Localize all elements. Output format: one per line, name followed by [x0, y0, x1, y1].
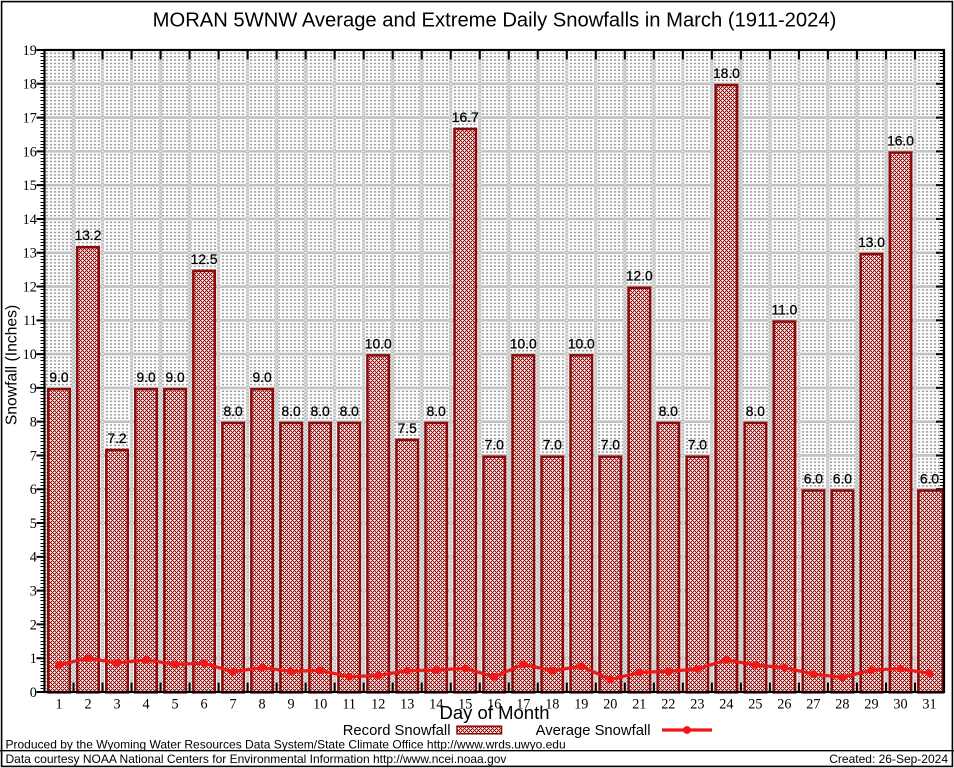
svg-text:19: 19: [23, 43, 37, 59]
svg-text:13.0: 13.0: [858, 235, 885, 250]
svg-text:14: 14: [23, 212, 37, 228]
svg-text:6: 6: [30, 482, 37, 498]
svg-text:26: 26: [777, 697, 791, 713]
svg-text:10.0: 10.0: [510, 336, 537, 351]
svg-text:8: 8: [30, 415, 37, 431]
svg-text:Day of Month: Day of Month: [439, 702, 549, 723]
svg-text:7.0: 7.0: [601, 438, 621, 453]
svg-text:Produced by the Wyoming Water: Produced by the Wyoming Water Resources …: [6, 737, 566, 751]
svg-text:13: 13: [400, 697, 414, 713]
svg-text:18.0: 18.0: [713, 66, 740, 81]
svg-text:16.0: 16.0: [887, 134, 914, 149]
svg-text:7: 7: [30, 448, 37, 464]
svg-text:20: 20: [603, 697, 617, 713]
svg-text:9.0: 9.0: [253, 370, 273, 385]
svg-text:6: 6: [201, 697, 208, 713]
svg-text:Average Snowfall: Average Snowfall: [536, 723, 651, 739]
svg-text:12.5: 12.5: [191, 252, 218, 267]
svg-text:7.0: 7.0: [485, 438, 505, 453]
svg-text:14: 14: [429, 697, 443, 713]
svg-text:2: 2: [30, 617, 37, 633]
svg-text:9: 9: [288, 697, 295, 713]
svg-text:8.0: 8.0: [282, 404, 302, 419]
svg-text:12.0: 12.0: [626, 269, 653, 284]
svg-text:16: 16: [487, 697, 501, 713]
svg-text:1: 1: [30, 651, 37, 667]
svg-text:0: 0: [30, 685, 37, 701]
svg-text:16: 16: [23, 144, 37, 160]
svg-text:11: 11: [342, 697, 356, 713]
svg-text:8.0: 8.0: [746, 404, 766, 419]
svg-text:24: 24: [719, 697, 733, 713]
svg-text:18: 18: [545, 697, 559, 713]
svg-text:15: 15: [458, 697, 472, 713]
svg-text:31: 31: [922, 697, 936, 713]
svg-text:11: 11: [23, 313, 37, 329]
svg-text:10.0: 10.0: [568, 336, 595, 351]
svg-text:25: 25: [748, 697, 762, 713]
svg-text:9.0: 9.0: [166, 370, 186, 385]
svg-text:10: 10: [313, 697, 327, 713]
svg-text:1: 1: [55, 697, 62, 713]
svg-text:6.0: 6.0: [804, 472, 824, 487]
svg-text:7.0: 7.0: [543, 438, 563, 453]
svg-text:10: 10: [23, 347, 37, 363]
svg-text:16.7: 16.7: [452, 110, 479, 125]
svg-text:21: 21: [632, 697, 646, 713]
svg-text:6.0: 6.0: [833, 472, 853, 487]
svg-text:Snowfall (Inches): Snowfall (Inches): [4, 305, 21, 425]
svg-text:8.0: 8.0: [340, 404, 360, 419]
svg-text:12: 12: [23, 279, 37, 295]
svg-text:Data courtesy NOAA National Ce: Data courtesy NOAA National Centers for …: [6, 752, 507, 766]
svg-text:7: 7: [230, 697, 237, 713]
svg-text:30: 30: [893, 697, 907, 713]
svg-text:8.0: 8.0: [659, 404, 679, 419]
svg-text:5: 5: [30, 516, 37, 532]
svg-text:15: 15: [23, 178, 37, 194]
svg-text:13: 13: [23, 246, 37, 262]
svg-text:28: 28: [835, 697, 849, 713]
svg-text:8.0: 8.0: [311, 404, 331, 419]
svg-text:3: 3: [113, 697, 120, 713]
svg-text:7.5: 7.5: [398, 421, 418, 436]
svg-text:9: 9: [30, 381, 37, 397]
svg-text:MORAN 5WNW Average and Extreme: MORAN 5WNW Average and Extreme Daily Sno…: [153, 10, 837, 32]
svg-text:13.2: 13.2: [75, 228, 102, 243]
svg-text:3: 3: [30, 584, 37, 600]
svg-text:2: 2: [84, 697, 91, 713]
svg-text:11.0: 11.0: [771, 303, 797, 318]
svg-text:4: 4: [30, 550, 37, 566]
svg-text:4: 4: [143, 697, 150, 713]
svg-text:Record Snowfall: Record Snowfall: [343, 723, 451, 739]
svg-text:27: 27: [806, 697, 820, 713]
svg-text:22: 22: [661, 697, 675, 713]
svg-text:12: 12: [371, 697, 385, 713]
svg-text:23: 23: [690, 697, 704, 713]
svg-text:17: 17: [23, 110, 37, 126]
svg-text:17: 17: [516, 697, 530, 713]
svg-text:18: 18: [23, 77, 37, 93]
svg-text:8.0: 8.0: [224, 404, 244, 419]
svg-text:8: 8: [259, 697, 266, 713]
svg-text:8.0: 8.0: [427, 404, 447, 419]
svg-text:Created: 26-Sep-2024: Created: 26-Sep-2024: [829, 752, 948, 766]
svg-text:29: 29: [864, 697, 878, 713]
svg-text:19: 19: [574, 697, 588, 713]
svg-text:10.0: 10.0: [365, 336, 392, 351]
svg-text:5: 5: [172, 697, 179, 713]
svg-text:9.0: 9.0: [49, 370, 69, 385]
svg-text:6.0: 6.0: [920, 472, 940, 487]
svg-text:7.0: 7.0: [688, 438, 708, 453]
svg-text:9.0: 9.0: [137, 370, 157, 385]
svg-text:7.2: 7.2: [107, 431, 126, 446]
